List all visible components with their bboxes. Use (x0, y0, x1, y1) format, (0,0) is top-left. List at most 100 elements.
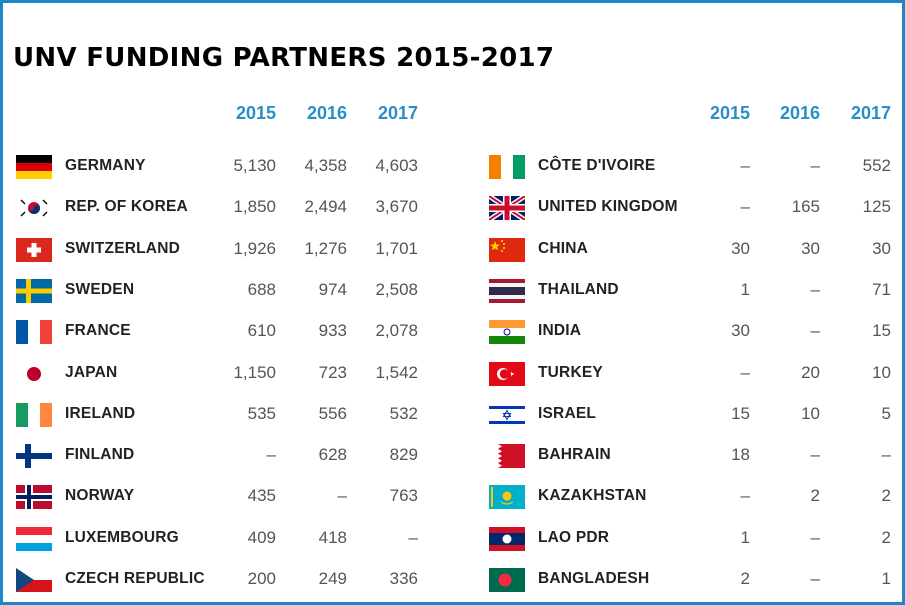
value-2015: – (740, 156, 750, 175)
value-2016: 628 (318, 445, 347, 465)
country-name: KAZAKHSTAN (538, 487, 647, 505)
value-2017: 1,542 (375, 362, 418, 382)
value-2016: 20 (801, 362, 820, 382)
bahrain-flag-icon (489, 444, 525, 469)
table-row: BAHRAIN 18 – – (478, 437, 903, 469)
table-row: TURKEY – 20 10 (478, 355, 903, 386)
country-name: INDIA (538, 322, 582, 340)
value-2017: 532 (389, 403, 418, 423)
value-2017: – (881, 445, 891, 465)
country-name: BAHRAIN (538, 446, 611, 464)
thailand-flag-icon (489, 278, 525, 303)
country-name: CÔTE D'IVOIRE (538, 157, 656, 174)
luxembourg-flag-icon (16, 526, 52, 551)
value-2017: 763 (389, 486, 418, 506)
year-header-2017: 2017 (850, 103, 891, 123)
value-2017: 3,670 (375, 197, 418, 217)
value-2016: 10 (801, 403, 820, 423)
country-name: REP. OF KOREA (65, 198, 188, 216)
korea-flag-icon (16, 196, 52, 221)
kazakhstan-flag-icon (489, 485, 525, 510)
value-2015: 610 (247, 321, 276, 341)
table-row: SWEDEN 688 974 2,508 (3, 272, 443, 303)
value-2016: 974 (318, 279, 347, 299)
country-name: CZECH REPUBLIC (65, 570, 205, 587)
value-2016: – (810, 279, 820, 299)
laos-flag-icon (489, 526, 525, 551)
table-row: SWITZERLAND 1,926 1,276 1,701 (3, 231, 443, 262)
value-2017: 2,508 (375, 279, 418, 299)
chart-title: UNV FUNDING PARTNERS 2015-2017 (13, 43, 555, 73)
value-2015: 1 (740, 527, 750, 547)
value-2015: 435 (247, 486, 276, 506)
year-header-2015: 2015 (235, 103, 276, 123)
value-2016: – (810, 156, 820, 175)
value-2017: 4,603 (375, 156, 418, 175)
value-2017: 30 (872, 238, 891, 258)
country-name: FRANCE (65, 322, 131, 340)
value-2015: – (740, 486, 750, 506)
value-2016: – (810, 527, 820, 547)
country-name: BANGLADESH (538, 570, 650, 587)
value-2015: 1,850 (233, 197, 276, 217)
value-2016: 2 (810, 486, 820, 506)
country-name: ISRAEL (538, 404, 597, 422)
table-row: GERMANY 5,130 4,358 4,603 (3, 148, 443, 179)
value-2015: 1,150 (233, 362, 276, 382)
table-row: REP. OF KOREA 1,850 2,494 3,670 (3, 189, 443, 221)
value-2017: 1 (881, 569, 891, 588)
value-2015: 409 (247, 527, 276, 547)
value-2017: 1,701 (375, 238, 418, 258)
bangladesh-flag-icon (489, 568, 525, 592)
table-row: INDIA 30 – 15 (478, 313, 903, 345)
table-row: KAZAKHSTAN – 2 2 (478, 478, 903, 510)
value-2017: 5 (881, 403, 891, 423)
country-name: TURKEY (538, 363, 603, 381)
finland-flag-icon (16, 444, 52, 469)
czech-flag-icon (16, 568, 52, 592)
japan-flag-icon (16, 361, 52, 386)
table-row: ISRAEL 15 10 5 (478, 396, 903, 427)
value-2015: 1 (740, 279, 750, 299)
value-2017: 552 (862, 156, 891, 175)
table-row: LUXEMBOURG 409 418 – (3, 520, 443, 551)
value-2016: – (810, 321, 820, 341)
value-2016: 556 (318, 403, 347, 423)
value-2017: 2,078 (375, 321, 418, 341)
norway-flag-icon (16, 485, 52, 510)
table-row: NORWAY 435 – 763 (3, 478, 443, 510)
value-2015: 18 (731, 445, 750, 465)
value-2016: – (810, 445, 820, 465)
value-2017: 15 (872, 321, 891, 341)
switzerland-flag-icon (16, 237, 52, 262)
table-row: THAILAND 1 – 71 (478, 272, 903, 303)
year-header-2016: 2016 (306, 103, 347, 123)
value-2015: 15 (731, 403, 750, 423)
value-2015: 200 (247, 569, 276, 588)
value-2017: – (408, 527, 418, 547)
year-header-2017: 2017 (377, 103, 418, 123)
country-name: SWITZERLAND (65, 239, 180, 257)
value-2015: 5,130 (233, 156, 276, 175)
united-kingdom-flag-icon (489, 196, 525, 221)
value-2016: 165 (791, 197, 820, 217)
value-2017: 336 (389, 569, 418, 588)
value-2016: 933 (318, 321, 347, 341)
country-name: SWEDEN (65, 280, 135, 298)
value-2017: 2 (881, 486, 891, 506)
country-name: UNITED KINGDOM (538, 198, 678, 216)
value-2015: 2 (740, 569, 750, 588)
country-name: CHINA (538, 239, 589, 257)
germany-flag-icon (16, 155, 52, 179)
table-row: FINLAND – 628 829 (3, 437, 443, 469)
value-2015: 30 (731, 321, 750, 341)
country-name: IRELAND (65, 404, 136, 422)
sweden-flag-icon (16, 278, 52, 303)
table-row: BANGLADESH 2 – 1 (478, 561, 903, 592)
country-name: LAO PDR (538, 528, 610, 546)
table-row: JAPAN 1,150 723 1,542 (3, 355, 443, 386)
value-2015: – (266, 445, 276, 465)
value-2017: 829 (389, 445, 418, 465)
value-2016: 249 (318, 569, 347, 588)
country-name: GERMANY (65, 157, 146, 174)
